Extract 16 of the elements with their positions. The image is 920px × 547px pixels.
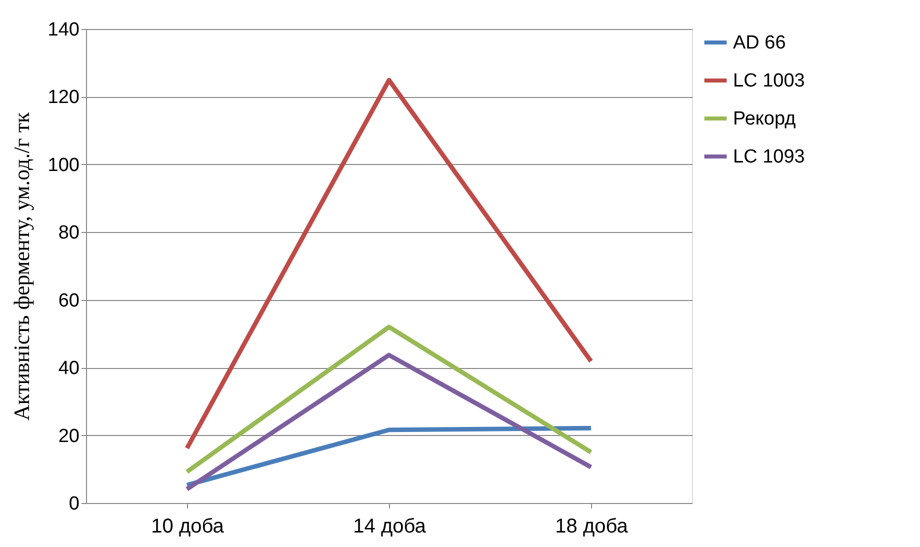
y-tick-label: 100: [48, 154, 80, 176]
y-tick-label: 40: [58, 358, 80, 380]
y-tick-label: 120: [48, 87, 80, 108]
x-tick-label: 14 доба: [353, 516, 427, 538]
legend-label: LC 1003: [733, 70, 805, 92]
y-tick-label: 20: [58, 426, 80, 447]
y-tick-label: 60: [58, 290, 80, 312]
y-tick-label: 80: [58, 222, 80, 244]
legend-label: LC 1093: [733, 146, 805, 168]
y-tick-label: 0: [68, 494, 80, 514]
x-tick-label: 18 доба: [555, 516, 629, 538]
legend-label: AD 66: [733, 32, 786, 54]
x-tick-label: 10 доба: [151, 516, 225, 538]
y-tick-label: 140: [48, 20, 80, 40]
legend-label: Рекорд: [733, 108, 796, 130]
y-axis-title: Активність ферменту, ум.од./г тк: [8, 112, 34, 421]
